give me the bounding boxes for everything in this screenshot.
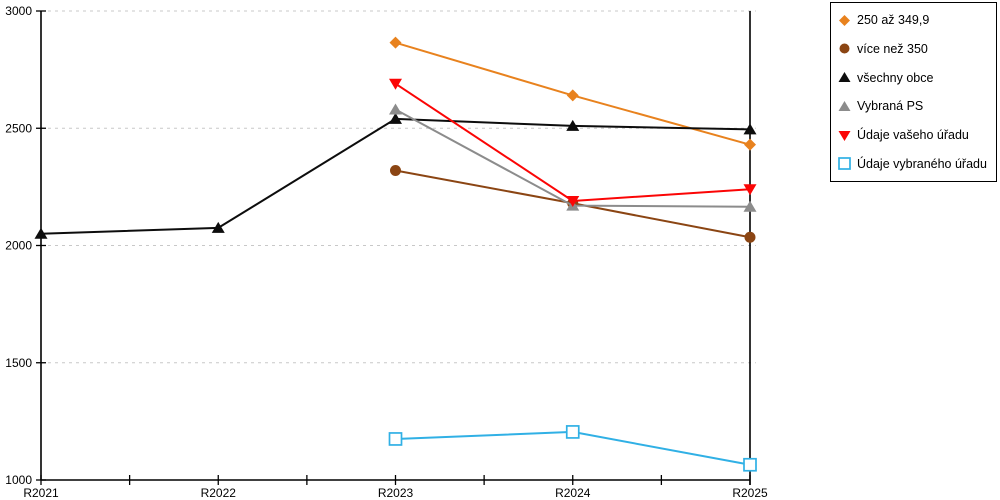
y-tick-label: 2500 bbox=[5, 121, 32, 135]
legend-label: Údaje vybraného úřadu bbox=[857, 156, 987, 171]
legend-item[interactable]: všechny obce bbox=[837, 70, 990, 86]
triangle-down-marker-icon bbox=[566, 195, 580, 207]
chart-legend: 250 až 349,9 více než 350 všechny obce Vybr… bbox=[830, 2, 997, 182]
x-tick-label: R2023 bbox=[378, 486, 414, 500]
diamond-marker-icon bbox=[389, 36, 402, 49]
triangle-up-marker-icon bbox=[34, 227, 48, 239]
square-open-marker-icon bbox=[743, 457, 757, 472]
x-tick-label: R2022 bbox=[201, 486, 237, 500]
triangle-up-marker-icon bbox=[566, 119, 580, 131]
y-tick-label: 3000 bbox=[5, 4, 32, 18]
triangle-up-marker-icon bbox=[743, 200, 757, 212]
triangle-down-marker-icon bbox=[838, 130, 851, 141]
square-open-marker-icon bbox=[388, 432, 403, 446]
diamond-marker-icon bbox=[566, 89, 579, 102]
x-tick-label: R2021 bbox=[23, 486, 59, 500]
legend-item[interactable]: Údaje vašeho úřadu bbox=[837, 127, 990, 143]
square-open-marker-icon bbox=[565, 425, 580, 439]
circle-marker-icon bbox=[390, 164, 401, 176]
y-tick-label: 2000 bbox=[5, 239, 32, 253]
y-tick-label: 1500 bbox=[5, 356, 32, 370]
x-tick-label: R2025 bbox=[732, 486, 768, 500]
legend-label: 250 až 349,9 bbox=[857, 13, 930, 27]
triangle-up-marker-icon bbox=[211, 221, 225, 233]
diamond-marker-icon bbox=[744, 138, 756, 151]
diamond-marker-icon bbox=[839, 14, 850, 26]
square-open-marker-icon bbox=[838, 157, 851, 171]
triangle-up-icon bbox=[838, 72, 851, 83]
triangle-up-marker-icon bbox=[389, 103, 402, 115]
x-tick-label: R2024 bbox=[555, 486, 591, 500]
circle-icon bbox=[839, 43, 850, 54]
triangle-up-marker-icon bbox=[838, 72, 851, 83]
diamond-icon bbox=[839, 14, 850, 26]
legend-item[interactable]: 250 až 349,9 bbox=[837, 12, 990, 28]
triangle-down-marker-icon bbox=[743, 184, 757, 196]
triangle-up-marker-icon bbox=[743, 123, 757, 135]
triangle-down-icon bbox=[838, 130, 851, 141]
triangle-up-marker-icon bbox=[389, 112, 402, 124]
square-open-icon bbox=[838, 157, 851, 171]
legend-item[interactable]: Údaje vybraného úřadu bbox=[837, 156, 990, 172]
triangle-down-marker-icon bbox=[389, 78, 402, 90]
triangle-up-marker-icon bbox=[838, 100, 851, 111]
y-tick-label: 1000 bbox=[5, 473, 32, 487]
legend-item[interactable]: Vybraná PS bbox=[837, 98, 990, 114]
triangle-up-icon bbox=[838, 100, 851, 111]
legend-label: všechny obce bbox=[857, 70, 934, 85]
legend-label: více než 350 bbox=[857, 41, 928, 56]
legend-label: Vybraná PS bbox=[857, 99, 924, 114]
circle-marker-icon bbox=[744, 231, 756, 243]
legend-label: Údaje vašeho úřadu bbox=[857, 128, 969, 143]
circle-marker-icon bbox=[839, 43, 850, 54]
legend-item[interactable]: více než 350 bbox=[837, 41, 990, 57]
